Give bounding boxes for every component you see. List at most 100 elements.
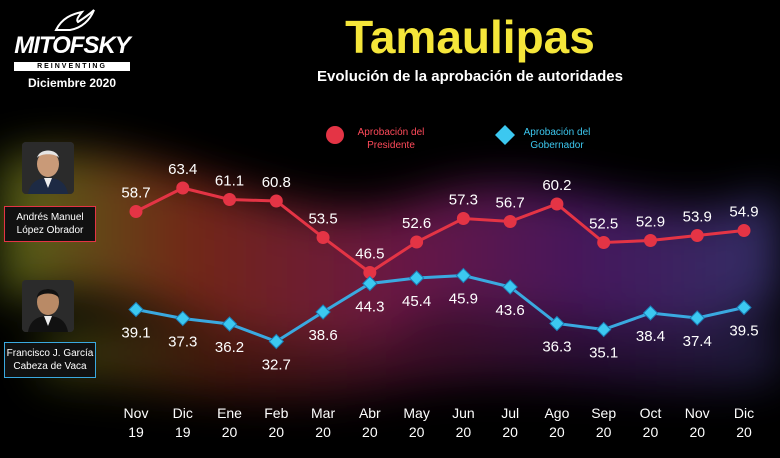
legend-label-presidente: Aprobación del Presidente bbox=[346, 126, 436, 152]
data-point-presidente bbox=[129, 205, 143, 218]
page-title: Tamaulipas bbox=[345, 11, 595, 63]
data-label-presidente: 53.5 bbox=[308, 211, 337, 228]
data-label-presidente: 63.4 bbox=[168, 161, 197, 178]
legend-gobernador-line1: Aprobación del bbox=[523, 127, 591, 138]
data-label-presidente: 52.6 bbox=[402, 215, 431, 232]
x-tick-label-year: 20 bbox=[269, 424, 285, 440]
x-tick-label-month: Oct bbox=[640, 405, 662, 421]
data-point-gobernador bbox=[315, 304, 331, 320]
legend-presidente-line2: Presidente bbox=[367, 140, 415, 151]
x-tick-label-month: May bbox=[403, 405, 429, 421]
legend-marker-presidente bbox=[326, 126, 344, 144]
data-point-presidente bbox=[737, 224, 751, 237]
x-tick-label-year: 20 bbox=[315, 424, 331, 440]
data-label-gobernador: 38.4 bbox=[636, 328, 665, 345]
series-line-presidente bbox=[135, 186, 745, 275]
data-label-gobernador: 37.4 bbox=[683, 333, 712, 350]
data-point-gobernador bbox=[408, 270, 425, 286]
data-point-gobernador bbox=[268, 333, 285, 350]
x-tick-label-month: Mar bbox=[311, 405, 335, 421]
x-tick-label-year: 20 bbox=[643, 424, 659, 440]
legend-presidente-line1: Aprobación del bbox=[357, 127, 425, 138]
presidente-name-line1: Andrés Manuel bbox=[16, 212, 84, 223]
data-label-gobernador: 39.5 bbox=[729, 323, 758, 340]
data-label-gobernador: 43.6 bbox=[496, 302, 525, 319]
data-label-presidente: 46.5 bbox=[355, 246, 384, 263]
x-tick-label-year: 20 bbox=[409, 424, 425, 440]
data-label-gobernador: 45.4 bbox=[402, 293, 431, 310]
x-tick-label-year: 19 bbox=[175, 424, 191, 440]
x-tick-label-year: 20 bbox=[689, 424, 705, 440]
x-tick-label-month: Jul bbox=[501, 405, 519, 421]
data-label-gobernador: 39.1 bbox=[121, 325, 150, 342]
data-point-presidente bbox=[690, 229, 704, 242]
x-tick-label-year: 20 bbox=[549, 424, 565, 440]
data-point-gobernador bbox=[502, 279, 518, 295]
legend-gobernador-line2: Gobernador bbox=[530, 140, 584, 151]
x-tick-label-month: Ago bbox=[544, 405, 569, 421]
data-point-presidente bbox=[363, 266, 377, 279]
data-point-presidente bbox=[223, 193, 237, 206]
data-label-presidente: 56.7 bbox=[496, 195, 525, 212]
data-label-presidente: 53.9 bbox=[683, 209, 712, 226]
data-label-gobernador: 36.2 bbox=[215, 339, 244, 356]
data-label-presidente: 61.1 bbox=[215, 173, 244, 190]
data-label-presidente: 57.3 bbox=[449, 192, 478, 209]
data-point-presidente bbox=[503, 215, 517, 228]
gobernador-name-line1: Francisco J. García bbox=[6, 348, 94, 359]
data-label-presidente: 52.5 bbox=[589, 216, 618, 233]
x-tick-label-month: Ene bbox=[217, 405, 242, 421]
data-point-presidente bbox=[643, 234, 657, 247]
data-label-gobernador: 44.3 bbox=[355, 299, 384, 316]
x-tick-label-year: 20 bbox=[596, 424, 612, 440]
namebox-gobernador: Francisco J. García Cabeza de Vaca bbox=[4, 342, 96, 378]
mitofsky-logo: MITOFSKY REINVENTING RESEARCH Diciembre … bbox=[8, 6, 136, 92]
data-label-gobernador: 45.9 bbox=[449, 291, 478, 308]
data-point-gobernador bbox=[689, 310, 705, 326]
photo-presidente bbox=[22, 142, 74, 194]
data-point-gobernador bbox=[595, 321, 612, 338]
presidente-name-line2: López Obrador bbox=[16, 225, 84, 236]
x-tick-label-month: Nov bbox=[685, 405, 710, 421]
data-point-presidente bbox=[550, 197, 564, 211]
data-point-presidente bbox=[597, 236, 611, 249]
data-point-presidente bbox=[176, 181, 190, 195]
legend-marker-gobernador bbox=[495, 125, 515, 145]
x-tick-label-year: 20 bbox=[222, 424, 238, 440]
data-point-gobernador bbox=[549, 315, 565, 332]
data-point-presidente bbox=[316, 231, 330, 244]
data-point-gobernador bbox=[736, 299, 752, 316]
series-line-gobernador bbox=[135, 273, 745, 344]
x-tick-label-month: Nov bbox=[124, 405, 149, 421]
x-tick-label-month: Jun bbox=[452, 405, 475, 421]
brand-name: MITOFSKY bbox=[14, 32, 131, 59]
gobernador-name-line2: Cabeza de Vaca bbox=[13, 361, 87, 372]
data-label-presidente: 58.7 bbox=[121, 185, 150, 202]
x-tick-label-year: 19 bbox=[128, 424, 144, 440]
data-point-gobernador bbox=[221, 316, 238, 332]
x-tick-label-year: 20 bbox=[362, 424, 378, 440]
data-point-presidente bbox=[410, 235, 424, 249]
x-tick-label-year: 20 bbox=[502, 424, 518, 440]
report-date: Diciembre 2020 bbox=[27, 76, 117, 90]
legend-label-gobernador: Aprobación del Gobernador bbox=[512, 126, 602, 152]
data-label-presidente: 54.9 bbox=[729, 204, 758, 221]
data-label-presidente: 52.9 bbox=[636, 214, 665, 231]
bird-logo-icon bbox=[54, 9, 95, 31]
data-label-gobernador: 36.3 bbox=[542, 339, 571, 356]
data-point-gobernador bbox=[175, 310, 191, 327]
x-tick-label-year: 20 bbox=[456, 424, 472, 440]
x-tick-label-year: 20 bbox=[736, 424, 752, 440]
x-tick-label-month: Dic bbox=[734, 405, 754, 421]
data-label-gobernador: 38.6 bbox=[308, 327, 337, 344]
data-point-gobernador bbox=[642, 305, 659, 321]
data-point-gobernador bbox=[362, 275, 378, 292]
data-label-presidente: 60.8 bbox=[262, 174, 291, 191]
brand-tagline: REINVENTING RESEARCH bbox=[14, 62, 130, 79]
x-tick-label-month: Abr bbox=[359, 405, 381, 421]
photo-gobernador bbox=[22, 280, 74, 332]
data-point-presidente bbox=[269, 194, 283, 208]
person-icon bbox=[22, 142, 74, 194]
